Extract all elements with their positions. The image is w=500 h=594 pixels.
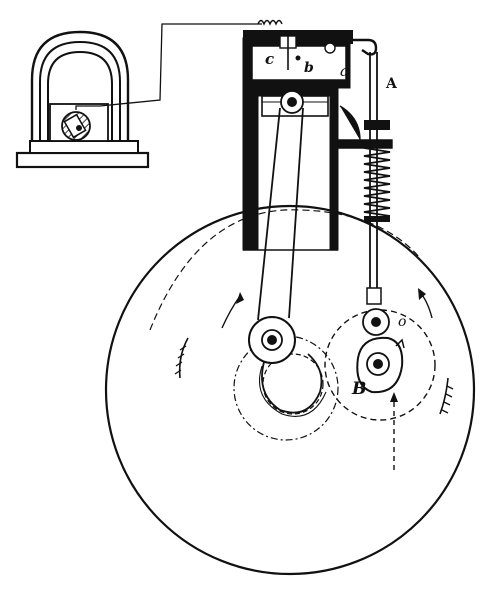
camshaft <box>373 359 383 369</box>
crank-web-inner <box>258 365 327 417</box>
push-rod-foot <box>366 287 382 305</box>
magneto-horseshoe-inner <box>47 50 113 141</box>
cam-drive-indicator <box>390 392 398 470</box>
label-b: b <box>304 60 314 76</box>
spoke-ornament-right <box>439 377 454 415</box>
crank-throw-circle <box>262 353 324 415</box>
rotation-arrow-left <box>221 292 244 329</box>
label-A: A <box>385 76 398 92</box>
igniter-contact <box>295 55 301 61</box>
cam-gear-circle <box>324 309 436 421</box>
connecting-rod <box>257 107 304 321</box>
rotation-arrow-right <box>418 288 433 319</box>
crank-web <box>261 353 323 414</box>
igniter <box>279 30 378 70</box>
label-a: a <box>340 62 349 80</box>
cylinder-head <box>243 30 353 44</box>
label-o: o <box>398 314 406 330</box>
push-rod-assembly <box>337 52 393 336</box>
magneto-shaft <box>76 125 82 131</box>
cylinder <box>242 30 353 251</box>
wrist-pin <box>287 97 297 107</box>
label-B: B <box>351 379 366 399</box>
label-c: c <box>265 50 274 68</box>
wire-coil <box>257 19 283 26</box>
magneto-horseshoe-outer <box>30 30 130 141</box>
spring-cap-bottom <box>364 216 390 222</box>
cam-follower-roller <box>371 317 381 327</box>
magneto-base <box>15 151 150 169</box>
ignition-wire <box>75 23 262 110</box>
cam-notch <box>395 338 405 349</box>
crank-pin <box>267 335 277 345</box>
push-rod-spring <box>363 147 391 217</box>
magneto-horseshoe-middle <box>39 40 121 141</box>
crank <box>248 316 327 417</box>
flywheel <box>104 204 476 576</box>
magneto-armature-core <box>63 113 87 139</box>
cam <box>356 336 405 394</box>
spring-cap-top <box>364 120 390 130</box>
flywheel-inner-dashed-arc <box>149 209 421 331</box>
rod-guide-bracket <box>337 105 393 149</box>
igniter-pivot <box>324 42 336 54</box>
magneto-base-step <box>29 140 139 154</box>
spoke-ornament-left <box>174 337 189 379</box>
magneto <box>15 30 150 169</box>
trip-lever-hook <box>352 38 378 56</box>
